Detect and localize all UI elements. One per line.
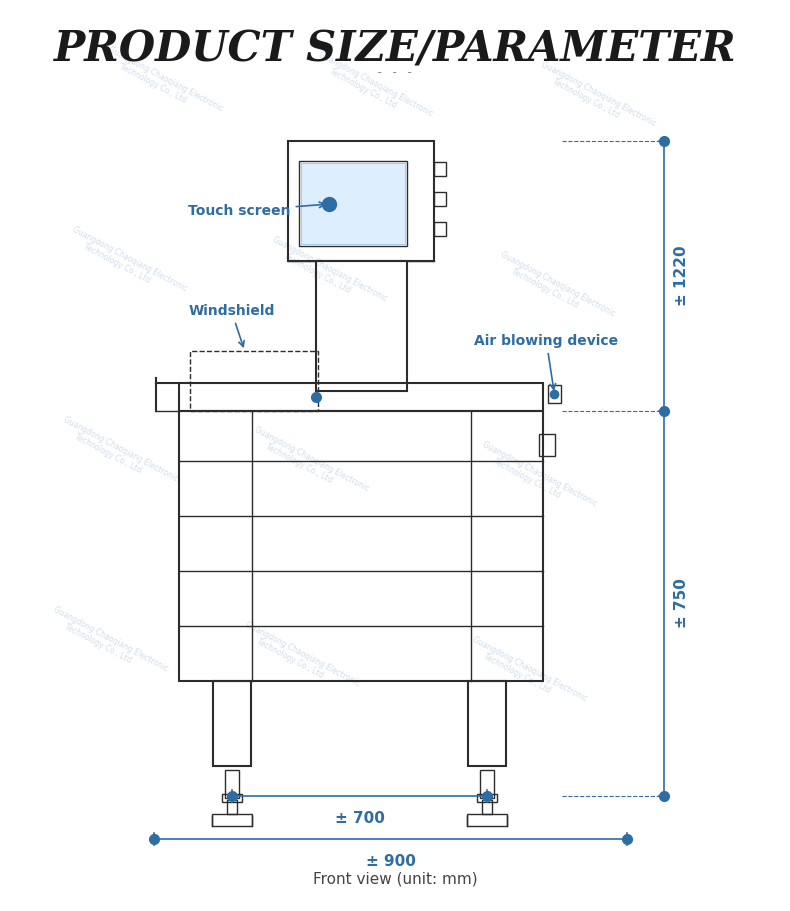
Bar — [435, 162, 446, 176]
Bar — [301, 163, 405, 244]
Text: Front view (unit: mm): Front view (unit: mm) — [313, 872, 477, 886]
Bar — [468, 681, 506, 766]
Text: ± 750: ± 750 — [675, 578, 690, 629]
Bar — [467, 814, 507, 826]
Bar — [299, 161, 407, 246]
Text: Technology Co., Ltd: Technology Co., Ltd — [118, 62, 188, 105]
Text: Technology Co., Ltd: Technology Co., Ltd — [73, 432, 142, 475]
Text: Touch screen: Touch screen — [188, 202, 325, 218]
Text: ± 900: ± 900 — [366, 854, 416, 869]
Text: Technology Co., Ltd: Technology Co., Ltd — [551, 77, 620, 119]
Text: Guangdong Chaoqiang Electronic: Guangdong Chaoqiang Electronic — [107, 45, 224, 113]
Bar — [483, 800, 491, 814]
Text: Guangdong Chaoqiang Electronic: Guangdong Chaoqiang Electronic — [271, 235, 389, 303]
Text: Air blowing device: Air blowing device — [474, 334, 619, 389]
Text: ± 700: ± 700 — [334, 811, 385, 826]
Text: - - -: - - - — [376, 67, 414, 79]
Text: Technology Co., Ltd: Technology Co., Ltd — [483, 651, 552, 694]
Text: Guangdong Chaoqiang Electronic: Guangdong Chaoqiang Electronic — [540, 60, 657, 128]
Text: Technology Co., Ltd: Technology Co., Ltd — [282, 251, 352, 294]
Text: Guangdong Chaoqiang Electronic: Guangdong Chaoqiang Electronic — [62, 415, 179, 483]
Text: Technology Co., Ltd: Technology Co., Ltd — [63, 622, 134, 665]
Bar — [316, 261, 407, 391]
Text: PRODUCT SIZE/PARAMETER: PRODUCT SIZE/PARAMETER — [54, 28, 736, 70]
Bar — [480, 770, 495, 798]
Text: Technology Co., Ltd: Technology Co., Ltd — [254, 637, 325, 680]
Bar — [288, 141, 434, 261]
Bar — [435, 222, 446, 236]
Bar — [548, 385, 561, 403]
Text: Guangdong Chaoqiang Electronic: Guangdong Chaoqiang Electronic — [317, 50, 434, 118]
Bar — [212, 814, 252, 826]
Bar — [179, 383, 544, 411]
Text: Technology Co., Ltd: Technology Co., Ltd — [264, 442, 333, 485]
Text: Guangdong Chaoqiang Electronic: Guangdong Chaoqiang Electronic — [52, 605, 170, 673]
Bar — [179, 411, 544, 681]
Bar — [224, 770, 239, 798]
Text: Guangdong Chaoqiang Electronic: Guangdong Chaoqiang Electronic — [472, 635, 589, 703]
Text: Windshield: Windshield — [188, 304, 275, 346]
Text: Technology Co., Ltd: Technology Co., Ltd — [81, 241, 152, 284]
Bar — [435, 192, 446, 206]
Text: Guangdong Chaoqiang Electronic: Guangdong Chaoqiang Electronic — [70, 225, 188, 293]
Bar — [539, 434, 555, 456]
Text: Technology Co., Ltd: Technology Co., Ltd — [491, 456, 562, 499]
Text: Technology Co., Ltd: Technology Co., Ltd — [510, 267, 580, 310]
Bar — [190, 351, 318, 411]
Text: ± 1220: ± 1220 — [675, 246, 690, 306]
Bar — [477, 794, 497, 802]
Bar — [213, 681, 251, 766]
Text: Technology Co., Ltd: Technology Co., Ltd — [328, 67, 397, 109]
Text: Guangdong Chaoqiang Electronic: Guangdong Chaoqiang Electronic — [498, 250, 616, 318]
Bar — [228, 800, 236, 814]
Text: Guangdong Chaoqiang Electronic: Guangdong Chaoqiang Electronic — [253, 425, 371, 493]
Bar — [222, 794, 242, 802]
Text: Guangdong Chaoqiang Electronic: Guangdong Chaoqiang Electronic — [480, 440, 598, 508]
Text: Guangdong Chaoqiang Electronic: Guangdong Chaoqiang Electronic — [244, 619, 361, 688]
